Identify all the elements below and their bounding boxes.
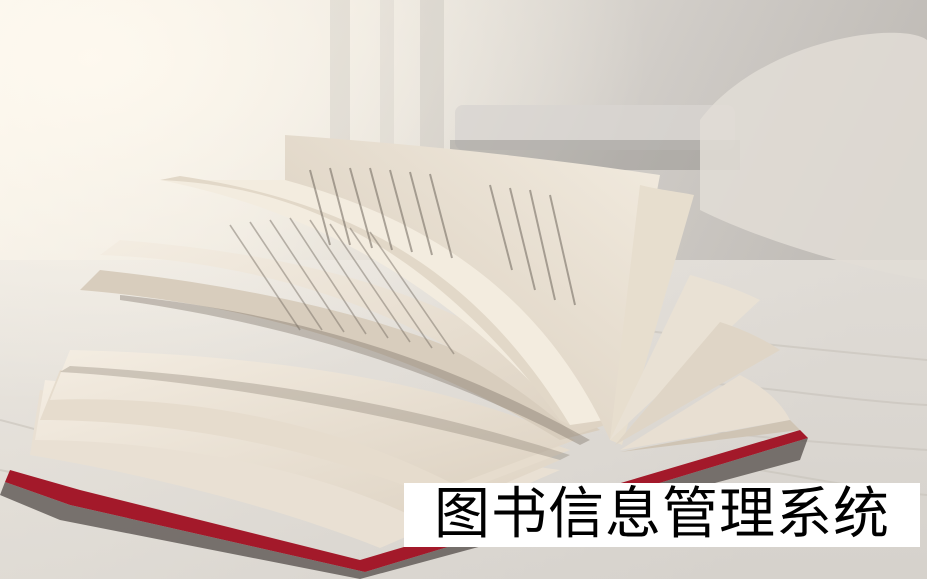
pillow — [700, 32, 927, 280]
title-box: 图书信息管理系统 — [404, 483, 920, 547]
fanned-page — [80, 270, 600, 440]
title-text: 图书信息管理系统 — [434, 483, 890, 547]
right-page-top — [285, 135, 660, 440]
nightstand — [455, 105, 735, 150]
page-text-lines — [309, 167, 576, 306]
